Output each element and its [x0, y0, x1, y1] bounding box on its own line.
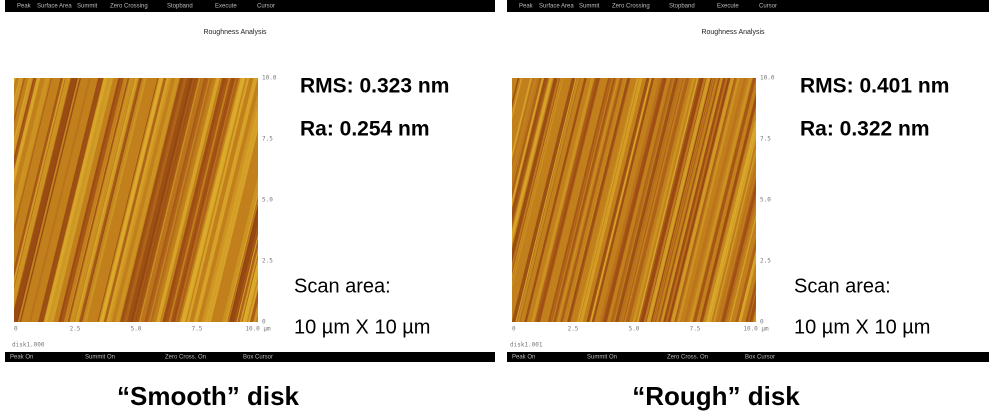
rms-value: RMS: 0.401 nm — [800, 75, 949, 98]
ra-value: Ra: 0.254 nm — [300, 118, 430, 141]
afm-stripe — [439, 78, 503, 322]
menu-item: Peak — [519, 4, 534, 10]
y-axis-label: 7.5 — [760, 136, 771, 143]
status-item: Summit On — [587, 355, 617, 361]
roughness-panel: Peak Surface Area Summit Zero Crossing Stopb… — [0, 0, 495, 411]
x-axis-label: 5.0 — [629, 326, 640, 333]
afm-stripe — [445, 78, 509, 322]
afm-stripe — [447, 78, 509, 322]
afm-stripe — [436, 78, 500, 322]
x-axis-label: 10.0 µm — [245, 326, 271, 333]
y-axis-label: 2.5 — [760, 258, 771, 265]
status-item: Box Cursor — [745, 355, 775, 361]
y-axis-label: 0 — [760, 319, 764, 326]
status-item: Box Cursor — [243, 355, 273, 361]
y-axis-label: 5.0 — [262, 197, 273, 204]
menu-item: Zero Crossing — [612, 4, 650, 10]
window-title: Roughness Analysis — [203, 29, 267, 36]
afm-stripe — [447, 78, 510, 322]
afm-stripe — [434, 78, 495, 322]
menu-item: Execute — [717, 4, 739, 10]
menu-item: Zero Crossing — [110, 4, 148, 10]
status-item: Zero Cross. On — [667, 355, 708, 361]
caption: “Rough” disk — [632, 381, 800, 411]
y-axis-label: 10.0 — [760, 75, 775, 82]
y-axis-label: 2.5 — [262, 258, 273, 265]
status-item: Zero Cross. On — [165, 355, 206, 361]
caption: “Smooth” disk — [117, 381, 300, 411]
menu-item: Surface Area — [539, 4, 574, 10]
rms-value: RMS: 0.323 nm — [300, 75, 449, 98]
menu-item: Summit — [77, 4, 98, 10]
y-axis-label: 5.0 — [760, 197, 771, 204]
ra-value: Ra: 0.322 nm — [800, 118, 930, 141]
x-axis-label: 10.0 µm — [743, 326, 769, 333]
menu-item: Cursor — [759, 4, 777, 10]
afm-stripe — [436, 78, 498, 322]
scan-area-label: Scan area: — [794, 275, 891, 297]
x-axis-label: 0 — [512, 326, 516, 333]
y-axis-label: 10.0 — [262, 75, 277, 82]
status-item: Peak On — [512, 355, 535, 361]
page: Peak Surface Area Summit Zero Crossing Stopb… — [0, 0, 989, 418]
afm-stripe — [447, 78, 508, 322]
x-axis-label: 5.0 — [131, 326, 142, 333]
x-axis-label: 7.5 — [690, 326, 701, 333]
status-item: Summit On — [85, 355, 115, 361]
scan-area: 10 µm X 10 µm — [794, 316, 930, 338]
menu-item: Execute — [215, 4, 237, 10]
afm-stripe — [450, 78, 512, 322]
y-axis-label: 7.5 — [262, 136, 273, 143]
file-name: disk1.001 — [510, 342, 543, 349]
y-axis-label: 0 — [262, 319, 266, 326]
window-title: Roughness Analysis — [701, 29, 765, 36]
afm-stripe — [436, 78, 500, 322]
afm-stripe — [433, 78, 496, 322]
afm-stripe — [0, 78, 16, 322]
menu-item: Stopband — [669, 4, 695, 10]
menu-item: Summit — [579, 4, 600, 10]
afm-image — [0, 78, 327, 322]
scan-area: 10 µm X 10 µm — [294, 316, 430, 338]
menu-item: Surface Area — [37, 4, 72, 10]
afm-stripe — [443, 78, 505, 322]
roughness-panel: Peak Surface Area Summit Zero Crossing Stopb… — [433, 0, 989, 411]
afm-stripe — [440, 78, 503, 322]
afm-stripe — [0, 78, 5, 322]
x-axis-label: 2.5 — [70, 326, 81, 333]
x-axis-label: 2.5 — [568, 326, 579, 333]
x-axis-label: 7.5 — [192, 326, 203, 333]
afm-stripe — [458, 78, 520, 322]
status-item: Peak On — [10, 355, 33, 361]
afm-stripe — [0, 78, 8, 322]
x-axis-label: 0 — [14, 326, 18, 333]
menu-item: Peak — [17, 4, 32, 10]
afm-stripe — [0, 78, 16, 322]
scan-area-label: Scan area: — [294, 275, 391, 297]
file-name: disk1.000 — [12, 342, 45, 349]
menu-item: Stopband — [167, 4, 193, 10]
menu-item: Cursor — [257, 4, 275, 10]
